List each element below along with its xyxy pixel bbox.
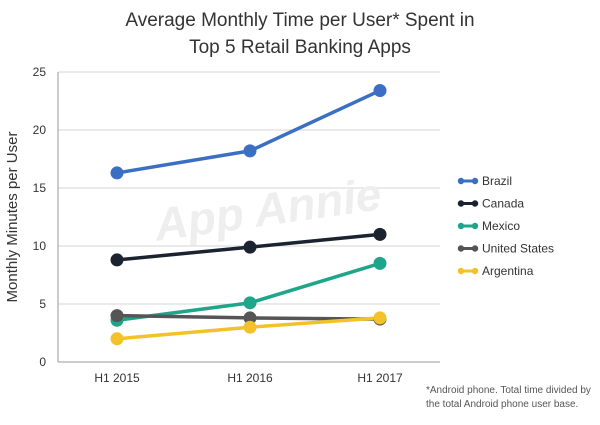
y-tick-label: 0 [39, 355, 46, 369]
legend-marker [457, 267, 465, 275]
data-point [243, 311, 257, 325]
y-tick-label: 25 [33, 65, 47, 79]
data-point [243, 144, 257, 158]
legend-label: Brazil [482, 174, 512, 188]
legend-marker [471, 177, 479, 185]
legend-marker [471, 267, 479, 275]
data-point [110, 332, 124, 346]
x-tick-label: H1 2016 [227, 371, 273, 385]
x-tick-label: H1 2015 [94, 371, 140, 385]
y-tick-label: 10 [33, 239, 47, 253]
legend-marker [471, 245, 479, 252]
y-tick-label: 20 [33, 123, 47, 137]
data-point [110, 166, 124, 180]
data-point [243, 296, 257, 310]
legend-label: Argentina [482, 264, 534, 278]
y-tick-label: 15 [33, 181, 47, 195]
y-axis-label: Monthly Minutes per User [4, 132, 21, 303]
x-tick-label: H1 2017 [357, 371, 403, 385]
legend-marker [471, 200, 479, 207]
data-point [373, 227, 387, 241]
footnote-line-1: *Android phone. Total time divided by [426, 385, 591, 396]
data-point [373, 84, 387, 98]
legend-marker [457, 177, 465, 185]
data-point [243, 320, 257, 334]
chart-title-line-1: Average Monthly Time per User* Spent in [125, 10, 475, 31]
legend-label: United States [482, 242, 554, 256]
chart-title-line-2: Top 5 Retail Banking Apps [189, 37, 411, 58]
data-point [110, 253, 124, 267]
footnote-line-2: the total Android phone user base. [426, 399, 579, 410]
legend-marker [457, 245, 465, 252]
legend-marker [457, 200, 465, 207]
series-line [115, 88, 382, 175]
legend-label: Canada [482, 197, 524, 211]
legend-marker [471, 222, 479, 230]
legend-marker [457, 222, 465, 230]
data-point [110, 309, 124, 323]
y-tick-label: 5 [39, 297, 46, 311]
data-point [373, 311, 387, 325]
legend-label: Mexico [482, 219, 520, 233]
data-point [243, 240, 257, 254]
data-point [373, 256, 387, 270]
